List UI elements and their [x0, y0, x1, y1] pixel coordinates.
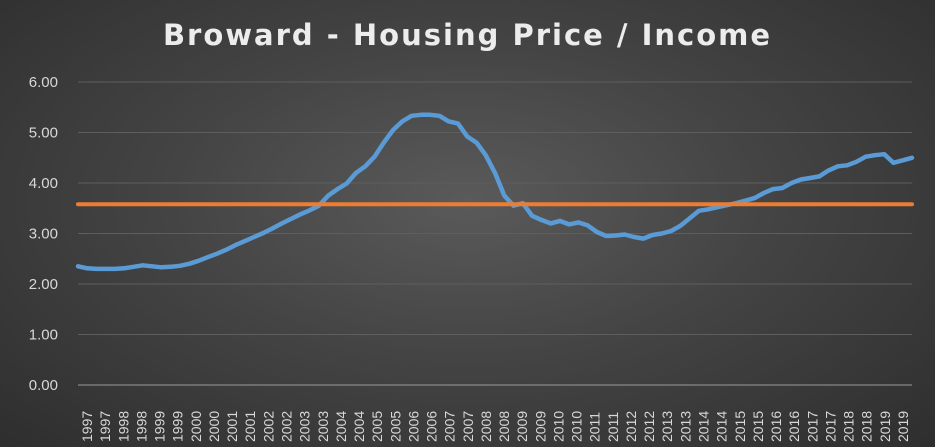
x-tick-label: 2017: [804, 411, 820, 442]
x-tick-label: 2004: [333, 411, 349, 442]
x-tick-label: 2005: [387, 411, 403, 442]
x-tick-label: 2011: [605, 412, 621, 442]
x-tick-label: 2016: [768, 411, 784, 442]
y-tick-label: 1.00: [29, 327, 58, 344]
y-tick-label: 0.00: [29, 377, 58, 394]
x-tick-label: 2014: [714, 411, 730, 442]
x-tick-label: 2006: [424, 411, 440, 442]
x-tick-label: 2009: [514, 411, 530, 442]
x-tick-label: 2013: [677, 411, 693, 442]
y-tick-label: 3.00: [29, 226, 58, 243]
x-tick-label: 2001: [224, 411, 240, 442]
y-tick-label: 6.00: [29, 74, 58, 91]
x-tick-label: 2002: [260, 411, 276, 442]
x-tick-label: 2010: [569, 411, 585, 442]
x-tick-label: 2006: [405, 411, 421, 442]
price-income-line: [75, 112, 915, 272]
x-tick-label: 2019: [877, 411, 893, 442]
x-tick-label: 2008: [478, 411, 494, 442]
x-tick-label: 2002: [279, 411, 295, 442]
x-tick-label: 1999: [152, 411, 168, 442]
x-tick-label: 2015: [750, 411, 766, 442]
x-tick-label: 2007: [460, 411, 476, 442]
x-tick-label: 2010: [550, 411, 566, 442]
x-tick-label: 2008: [496, 411, 512, 442]
x-tick-label: 2018: [841, 411, 857, 442]
x-tick-label: 2001: [242, 411, 258, 442]
x-tick-label: 2011: [587, 412, 603, 442]
x-tick-label: 2007: [442, 411, 458, 442]
x-tick-label: 2012: [641, 411, 657, 442]
y-tick-label: 2.00: [29, 276, 58, 293]
x-tick-label: 2019: [895, 411, 911, 442]
x-tick-label: 2017: [822, 411, 838, 442]
x-tick-label: 2013: [659, 411, 675, 442]
chart-title: Broward - Housing Price / Income: [162, 18, 773, 52]
x-tick-label: 1997: [79, 411, 95, 442]
x-tick-label: 2000: [188, 411, 204, 442]
x-tick-label: 2015: [732, 411, 748, 442]
x-tick-label: 2018: [859, 411, 875, 442]
x-tick-label: 2004: [351, 411, 367, 442]
x-tick-label: 2003: [297, 411, 313, 442]
x-tick-label: 2003: [315, 411, 331, 442]
x-tick-label: 2009: [532, 411, 548, 442]
x-tick-label: 2014: [696, 411, 712, 442]
x-tick-label: 1998: [115, 411, 131, 442]
x-tick-label: 1999: [170, 411, 186, 442]
x-tick-label: 1997: [97, 411, 113, 442]
x-tick-label: 2012: [623, 411, 639, 442]
y-tick-label: 5.00: [29, 125, 58, 142]
x-tick-label: 1998: [133, 411, 149, 442]
x-tick-label: 2016: [786, 411, 802, 442]
x-tick-label: 2005: [369, 411, 385, 442]
x-tick-label: 2000: [206, 411, 222, 442]
y-tick-label: 4.00: [29, 175, 58, 192]
